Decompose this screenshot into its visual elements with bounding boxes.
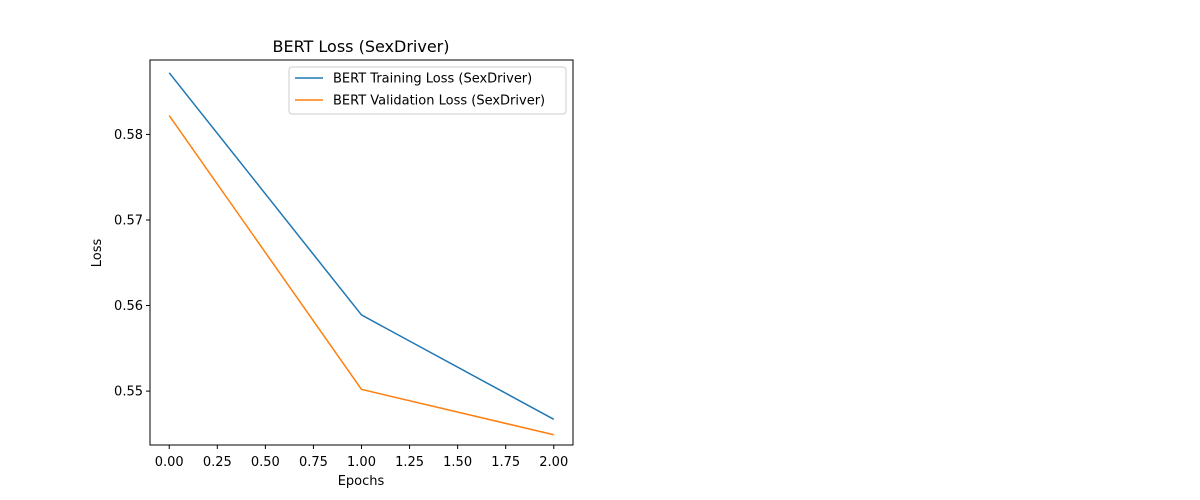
legend-box — [288, 66, 567, 115]
y-axis-ticks: 0.55 0.56 0.57 0.58 — [114, 128, 150, 400]
x-tick-label: 1.25 — [395, 455, 424, 470]
x-tick-label: 1.00 — [347, 455, 376, 470]
y-tick-label: 0.58 — [114, 128, 143, 143]
series-line-1 — [168, 115, 554, 436]
legend-label-1: BERT Validation Loss (SexDriver) — [333, 94, 545, 109]
x-axis-label: Epochs — [338, 474, 385, 489]
y-tick-label: 0.56 — [114, 299, 143, 314]
plot-frame — [149, 59, 574, 446]
y-axis-label: Loss — [90, 239, 105, 268]
x-tick-label: 0.75 — [299, 455, 328, 470]
y-tick-label: 0.55 — [114, 385, 143, 400]
series-line-0 — [168, 72, 555, 420]
x-tick-label: 0.50 — [251, 455, 280, 470]
x-tick-label: 0.00 — [155, 455, 184, 470]
y-tick-label: 0.57 — [114, 213, 143, 228]
x-tick-label: 2.00 — [539, 455, 568, 470]
series-lines — [168, 72, 555, 436]
x-tick-label: 0.25 — [203, 455, 232, 470]
x-tick-label: 1.50 — [443, 455, 472, 470]
x-axis-ticks: 0.00 0.25 0.50 0.75 1.00 1.25 1.50 1.75 2.00 — [155, 445, 568, 470]
legend-label-0: BERT Training Loss (SexDriver) — [333, 72, 532, 87]
legend: BERT Training Loss (SexDriver) BERT Valid… — [288, 66, 567, 115]
x-tick-label: 1.75 — [491, 455, 520, 470]
chart-title: BERT Loss (SexDriver) — [273, 37, 450, 56]
